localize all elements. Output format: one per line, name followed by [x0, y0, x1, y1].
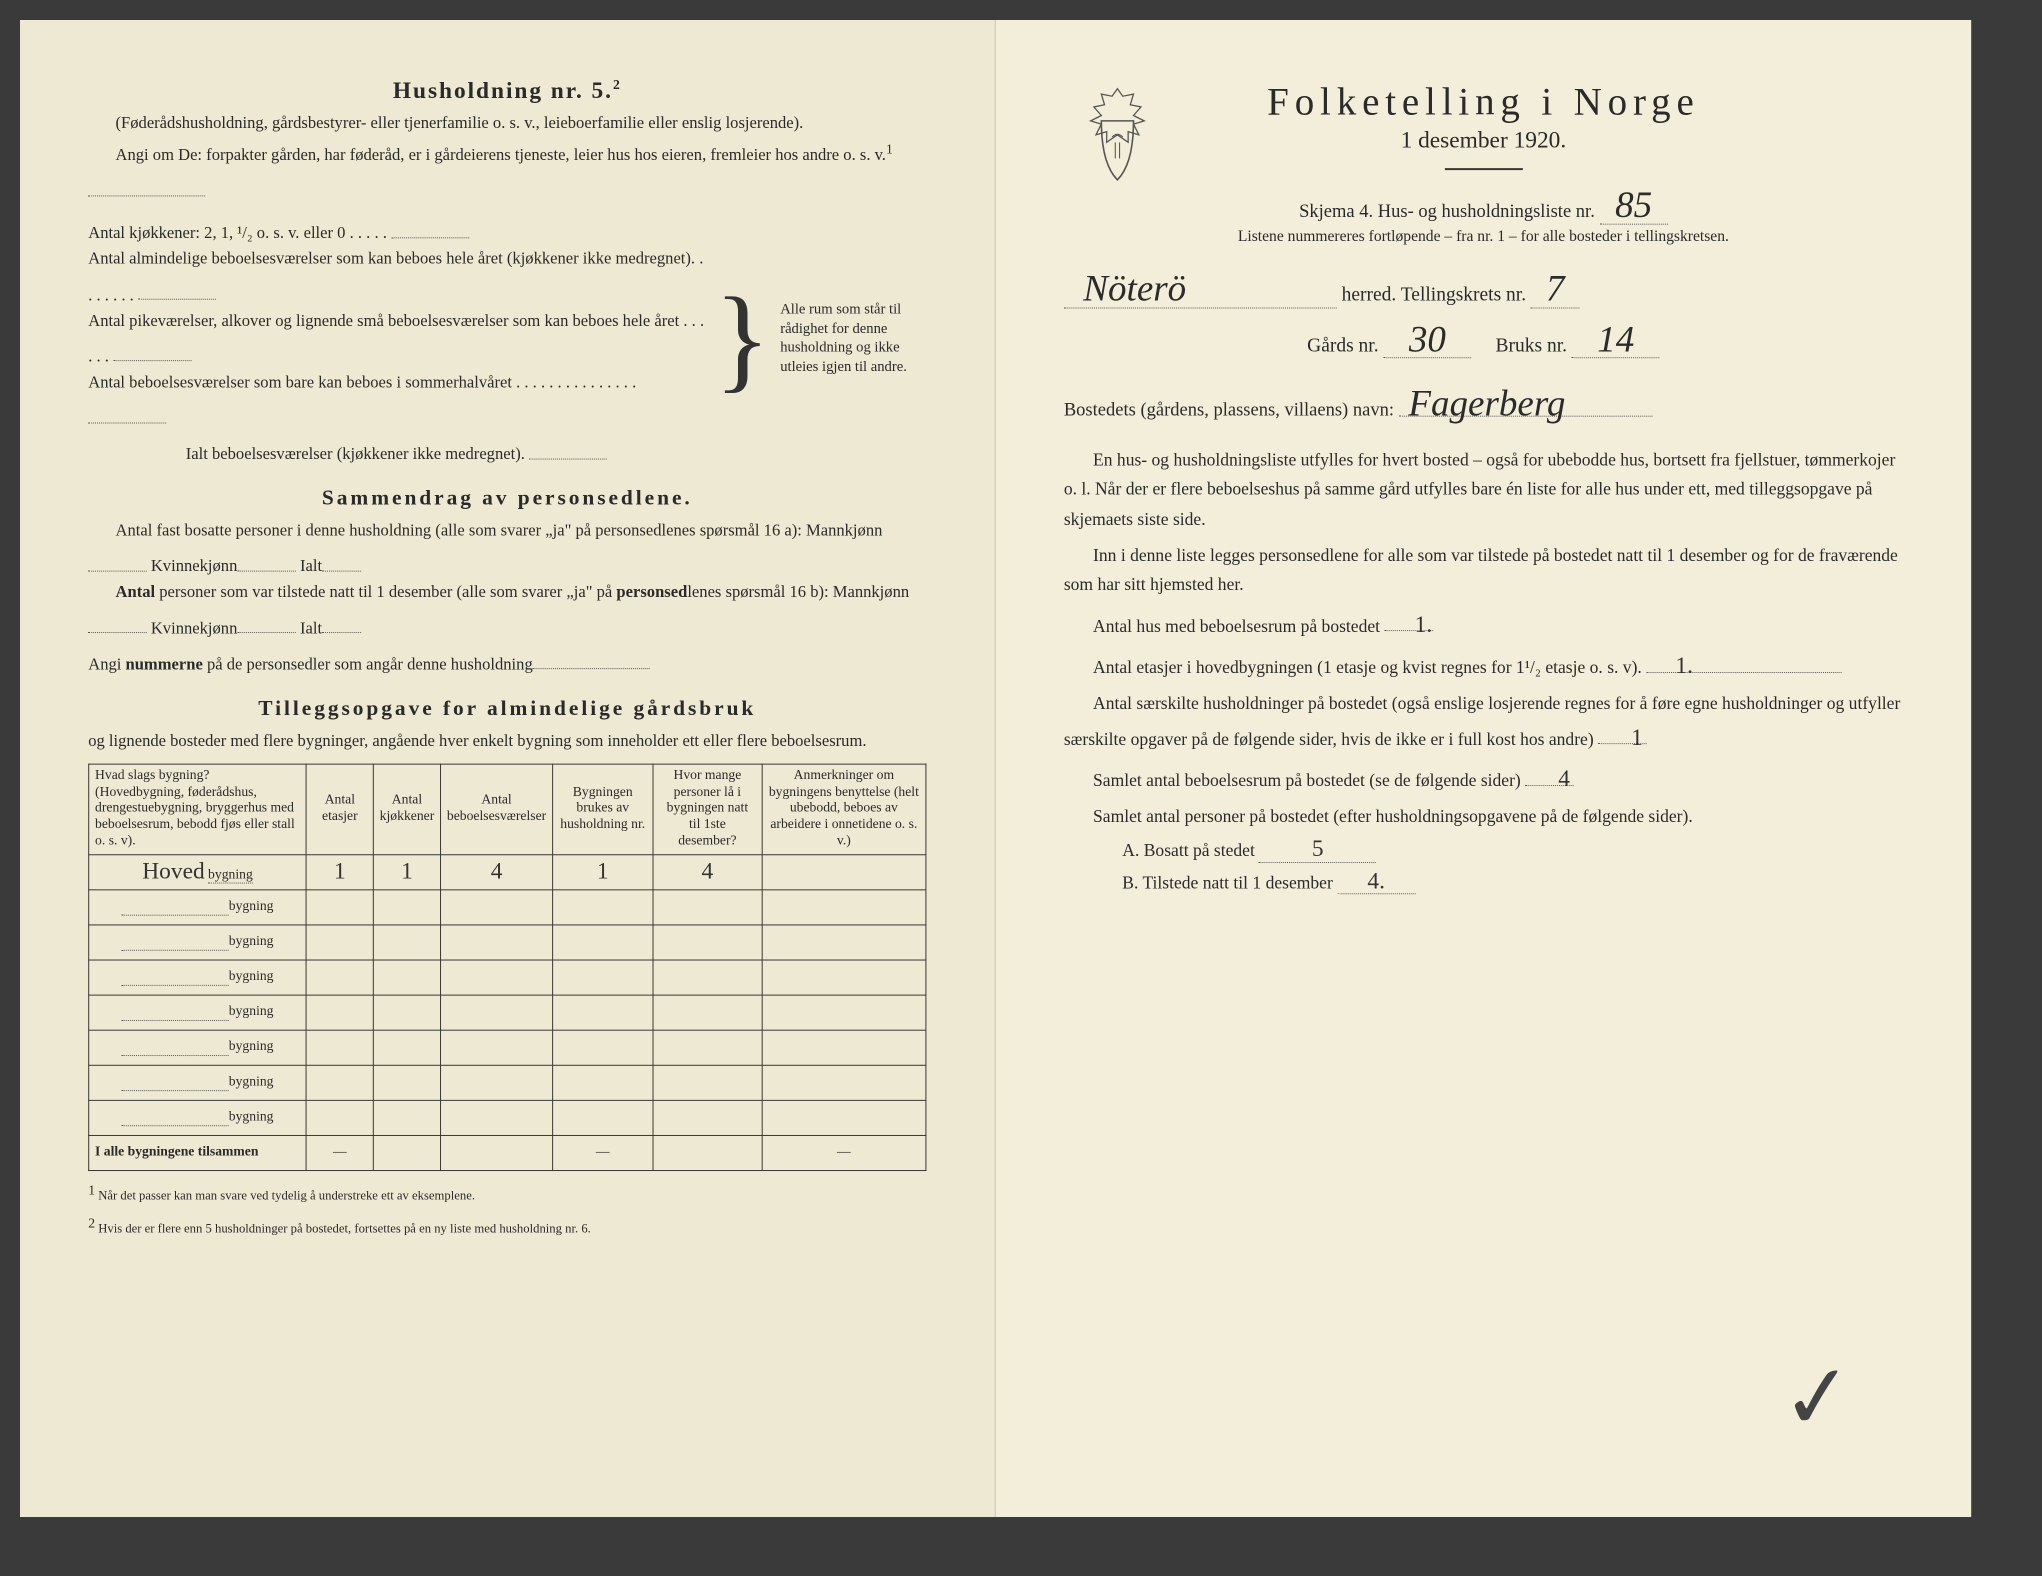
- cell: 1: [306, 855, 373, 890]
- cell: [762, 855, 926, 890]
- summary-2: Antal Antal personer som var tilstede na…: [88, 580, 926, 642]
- krets-value: 7: [1531, 267, 1580, 308]
- summary-heading: Sammendrag av personsedlene.: [88, 485, 926, 510]
- summary-3: Angi nummerne Angi nummerne på de person…: [88, 641, 926, 677]
- q1-value: 1.: [1384, 606, 1433, 632]
- rooms-line-1: Antal almindelige beboelsesværelser som …: [88, 246, 704, 308]
- body-text: En hus- og husholdningsliste utfylles fo…: [1064, 445, 1903, 895]
- col-head-kitchens: Antal kjøkkener: [373, 764, 440, 855]
- household-heading: Husholdning nr. 5.2: [88, 78, 926, 104]
- table-row: bygning: [89, 960, 926, 995]
- summary-a: A. Bosatt på stedet 5: [1122, 837, 1903, 863]
- summary-b-value: 4.: [1337, 869, 1415, 895]
- col-head-household: Bygningen brukes av husholdning nr.: [553, 764, 653, 855]
- footnote-2: 2 Hvis der er flere enn 5 husholdninger …: [88, 1216, 926, 1238]
- table-row: bygning: [89, 995, 926, 1030]
- kitchen-line: Antal kjøkkener: 2, 1, ¹/₂ o. s. v. elle…: [88, 210, 704, 246]
- sum-cell: [441, 1135, 553, 1170]
- sum-cell: —: [762, 1135, 926, 1170]
- q1: Antal hus med beboelsesrum på bostedet 1…: [1064, 606, 1903, 642]
- right-page: Folketelling i Norge 1 desember 1920. Sk…: [996, 20, 1972, 1517]
- sub-note-2: Angi om De: forpakter gården, har føderå…: [88, 140, 926, 204]
- sum-cell: [653, 1135, 762, 1170]
- bruks-value: 14: [1572, 318, 1660, 359]
- gards-line: Gårds nr. 30 Bruks nr. 14: [1064, 318, 1903, 359]
- summary-b: B. Tilstede natt til 1 desember 4.: [1122, 869, 1903, 895]
- rooms-line-2: Antal pikeværelser, alkover og lignende …: [88, 308, 704, 370]
- tilleg-sub: og lignende bosteder med flere bygninger…: [88, 728, 926, 754]
- subtitle: 1 desember 1920.: [1064, 128, 1903, 154]
- summary-1: Antal fast bosatte personer i denne hush…: [88, 518, 926, 580]
- cell: 1: [553, 855, 653, 890]
- tilleg-heading: Tilleggsopgave for almindelige gårdsbruk: [88, 695, 926, 720]
- col-head-persons: Hvor mange personer lå i bygningen natt …: [653, 764, 762, 855]
- sum-cell: —: [553, 1135, 653, 1170]
- schema-line: Skjema 4. Hus- og husholdningsliste nr. …: [1064, 184, 1903, 225]
- left-page: Husholdning nr. 5.2 (Føderådshusholdning…: [20, 20, 996, 1517]
- table-row: bygning: [89, 1030, 926, 1065]
- sum-cell: [373, 1135, 440, 1170]
- title-rule: [1444, 168, 1522, 170]
- cell: 1: [373, 855, 440, 890]
- table-row: Hoved bygning 11414: [89, 855, 926, 890]
- list-number: 85: [1599, 184, 1667, 225]
- q3: Antal særskilte husholdninger på bostede…: [1064, 689, 1903, 754]
- q3-value: 1: [1598, 718, 1647, 744]
- coat-of-arms-icon: [1074, 83, 1162, 190]
- checkmark-icon: ✓: [1776, 1343, 1858, 1451]
- sub-note-1: (Føderådshusholdning, gårdsbestyrer- ell…: [88, 111, 926, 137]
- col-head-floors: Antal etasjer: [306, 764, 373, 855]
- table-header-row: Hvad slags bygning? (Hovedbygning, føder…: [89, 764, 926, 855]
- rooms-total: Ialt beboelsesværelser (kjøkkener ikke m…: [88, 431, 704, 467]
- building-table: Hvad slags bygning? (Hovedbygning, føder…: [88, 763, 926, 1170]
- table-row: bygning: [89, 890, 926, 925]
- q2-value: 1.: [1646, 647, 1841, 673]
- title-block: Folketelling i Norge 1 desember 1920. Sk…: [1064, 78, 1903, 245]
- listene-note: Listene nummereres fortløpende – fra nr.…: [1064, 228, 1903, 246]
- cell: 4: [653, 855, 762, 890]
- summary-a-value: 5: [1259, 837, 1376, 863]
- summary-list: A. Bosatt på stedet 5 B. Tilstede natt t…: [1122, 837, 1903, 894]
- para-2: Inn i denne liste legges personsedlene f…: [1064, 540, 1903, 600]
- table-row: bygning: [89, 1065, 926, 1100]
- q5: Samlet antal personer på bostedet (efter…: [1064, 801, 1903, 831]
- bosted-line: Bostedets (gårdens, plassens, villaens) …: [1064, 376, 1903, 425]
- table-row: bygning: [89, 925, 926, 960]
- col-head-rooms: Antal beboelsesværelser: [441, 764, 553, 855]
- cell: 4: [441, 855, 553, 890]
- rooms-block: Antal kjøkkener: 2, 1, ¹/₂ o. s. v. elle…: [88, 210, 926, 467]
- gards-value: 30: [1383, 318, 1471, 359]
- herred-value: Nöterö: [1064, 267, 1337, 308]
- para-1: En hus- og husholdningsliste utfylles fo…: [1064, 445, 1903, 534]
- rooms-line-3: Antal beboelsesværelser som bare kan beb…: [88, 370, 704, 432]
- col-head-notes: Anmerkninger om bygningens benyttelse (h…: [762, 764, 926, 855]
- q4: Samlet antal beboelsesrum på bostedet (s…: [1064, 760, 1903, 796]
- q4-value: 4: [1525, 760, 1574, 786]
- q2: Antal etasjer i hovedbygningen (1 etasje…: [1064, 647, 1903, 683]
- footnote-1: 1 Når det passer kan man svare ved tydel…: [88, 1183, 926, 1205]
- row1-label: Hoved: [142, 859, 204, 884]
- brace-note: Alle rum som står til rådighet for denne…: [780, 210, 926, 467]
- sum-cell: —: [306, 1135, 373, 1170]
- col-head-type: Hvad slags bygning? (Hovedbygning, føder…: [89, 764, 307, 855]
- brace-icon: }: [714, 210, 770, 467]
- document-spread: Husholdning nr. 5.2 (Føderådshusholdning…: [20, 20, 1971, 1517]
- bosted-value: Fagerberg: [1399, 376, 1652, 417]
- table-sum-row: I alle bygningene tilsammen ———: [89, 1135, 926, 1170]
- herred-line: Nöterö herred. Tellingskrets nr. 7: [1064, 267, 1903, 308]
- main-title: Folketelling i Norge: [1064, 78, 1903, 124]
- table-row: bygning: [89, 1100, 926, 1135]
